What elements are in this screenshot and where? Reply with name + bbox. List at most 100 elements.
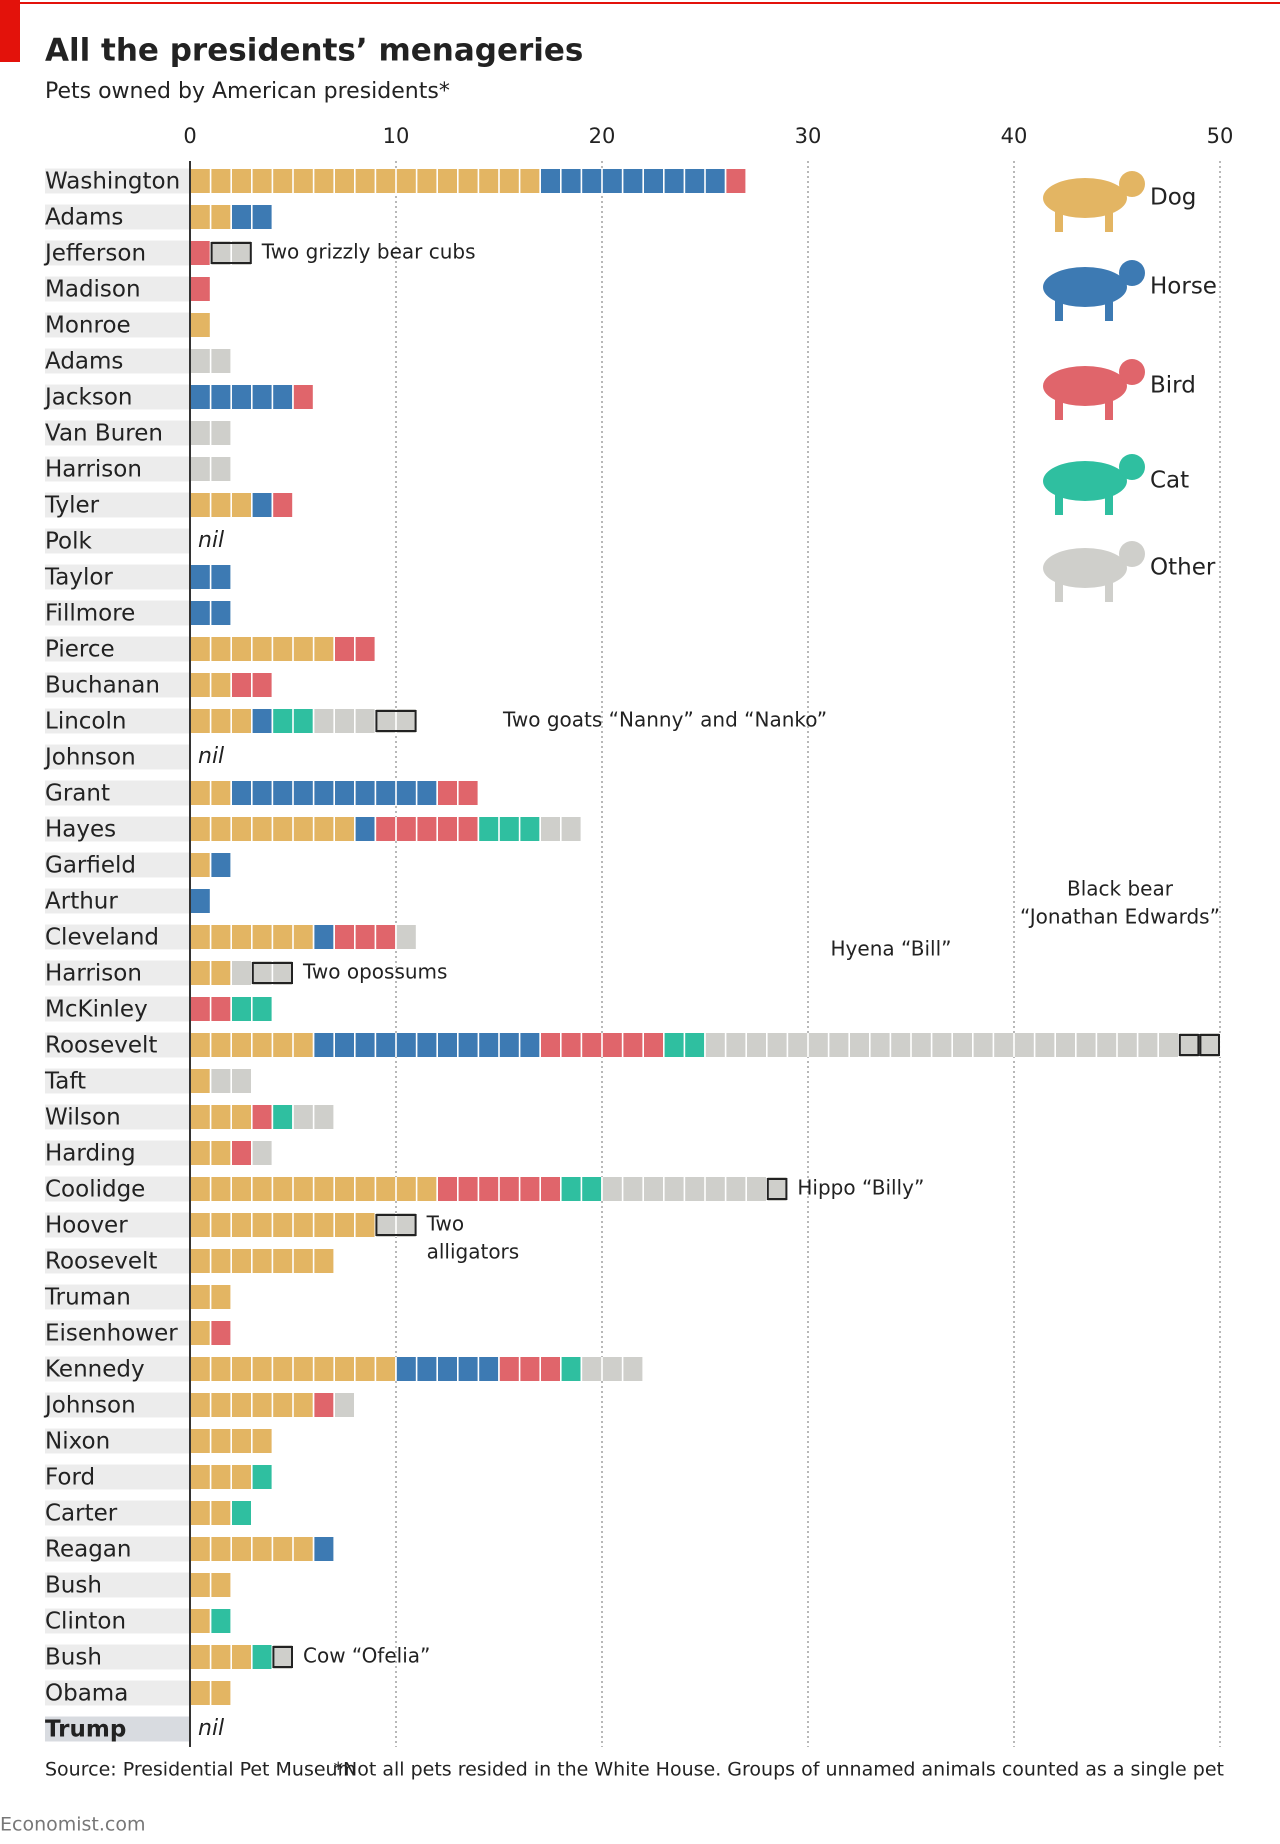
value-label: nil <box>198 528 224 553</box>
annotation: “Jonathan Edwards” <box>1020 905 1220 929</box>
bar-segment <box>334 925 396 949</box>
label-band <box>45 1680 190 1706</box>
label-band <box>45 528 190 554</box>
category-label: Harrison <box>45 961 142 987</box>
bar-segment <box>190 1069 211 1093</box>
label-band <box>45 456 190 482</box>
category-label: Carter <box>45 1501 118 1527</box>
bar-segment <box>190 1249 335 1273</box>
category-label: Garfield <box>45 853 136 879</box>
label-band <box>45 1716 190 1742</box>
category-label: Trump <box>45 1717 126 1743</box>
label-band <box>45 816 190 842</box>
bar-segment <box>375 817 479 841</box>
legend-label: Dog <box>1150 185 1196 211</box>
category-label: Eisenhower <box>45 1321 178 1347</box>
bar-segment <box>499 1357 561 1381</box>
icon-leg <box>1055 297 1063 321</box>
bar-segment <box>396 1357 499 1381</box>
bar-segment <box>231 961 293 985</box>
legend-icon <box>1043 359 1145 420</box>
bar-segment <box>354 817 376 841</box>
bar-segment <box>210 1609 232 1633</box>
bar-segment <box>251 1105 273 1129</box>
category-label: Bush <box>45 1645 102 1671</box>
category-label: Harding <box>45 1141 136 1167</box>
legend-label: Cat <box>1150 468 1189 494</box>
label-band <box>45 384 190 410</box>
x-tick-label: 50 <box>1207 124 1234 148</box>
icon-leg <box>1055 208 1063 232</box>
label-band <box>45 1572 190 1598</box>
label-band <box>45 1464 190 1490</box>
label-band <box>45 240 190 266</box>
category-label: Johnson <box>43 745 136 771</box>
category-label: Roosevelt <box>45 1249 157 1275</box>
label-band <box>45 1212 190 1238</box>
icon-leg <box>1105 396 1113 420</box>
icon-leg <box>1055 491 1063 515</box>
bar-segment <box>725 169 747 193</box>
label-band <box>45 420 190 446</box>
label-band <box>45 672 190 698</box>
annotation: Hyena “Bill” <box>831 937 952 961</box>
category-label: Pierce <box>45 637 115 663</box>
label-band <box>45 168 190 194</box>
category-label: Roosevelt <box>45 1033 157 1059</box>
bar-segment <box>313 925 335 949</box>
group-box <box>251 962 294 984</box>
label-band <box>45 1284 190 1310</box>
category-label: Ford <box>45 1465 95 1491</box>
label-band <box>45 1428 190 1454</box>
footnote: *Not all pets resided in the White House… <box>334 1759 1225 1781</box>
category-label: Adams <box>45 205 123 231</box>
category-label: Washington <box>45 169 180 195</box>
annotation: Two goats “Nanny” and “Nanko” <box>502 708 827 732</box>
x-tick-label: 40 <box>1001 124 1028 148</box>
annotation: Black bear <box>1067 877 1174 901</box>
bar-segment <box>251 1645 273 1669</box>
annotation: Hippo “Billy” <box>797 1176 924 1200</box>
category-label: Jackson <box>43 385 132 411</box>
category-label: Hayes <box>45 817 116 843</box>
category-label: Bush <box>45 1573 102 1599</box>
group-box <box>375 710 417 732</box>
annotation: Two <box>426 1212 465 1236</box>
category-label: Fillmore <box>45 601 135 627</box>
bar-segment <box>396 925 417 949</box>
label-band <box>45 1068 190 1094</box>
label-band <box>45 1500 190 1526</box>
bar-segment <box>190 709 252 733</box>
icon-head <box>1119 171 1145 197</box>
icon-leg <box>1055 396 1063 420</box>
annotation: Two opossums <box>302 960 447 984</box>
category-label: Kennedy <box>45 1357 145 1383</box>
annotation: Two grizzly bear cubs <box>261 240 476 264</box>
group-box <box>766 1178 788 1200</box>
category-label: Taft <box>44 1069 86 1095</box>
label-band <box>45 888 190 914</box>
bar-segment <box>190 313 211 337</box>
icon-leg <box>1105 578 1113 602</box>
bar-segment <box>560 1357 582 1381</box>
bar-segment <box>251 1465 273 1489</box>
category-label: Madison <box>45 277 141 303</box>
legend-label: Other <box>1150 555 1216 581</box>
group-box <box>210 242 252 264</box>
label-band <box>45 600 190 626</box>
x-tick-label: 0 <box>183 124 196 148</box>
label-band <box>45 276 190 302</box>
label-band <box>45 348 190 374</box>
category-label: Polk <box>45 529 93 555</box>
bar-segment <box>581 1357 644 1381</box>
bar-segment <box>190 385 293 409</box>
label-band <box>45 924 190 950</box>
label-band <box>45 1032 190 1058</box>
label-band <box>45 204 190 230</box>
icon-head <box>1119 454 1145 480</box>
category-label: Buchanan <box>45 673 160 699</box>
category-label: Truman <box>44 1285 131 1311</box>
category-label: Harrison <box>45 457 142 483</box>
bar-segment <box>210 853 232 877</box>
bar-segment <box>705 1033 1220 1057</box>
